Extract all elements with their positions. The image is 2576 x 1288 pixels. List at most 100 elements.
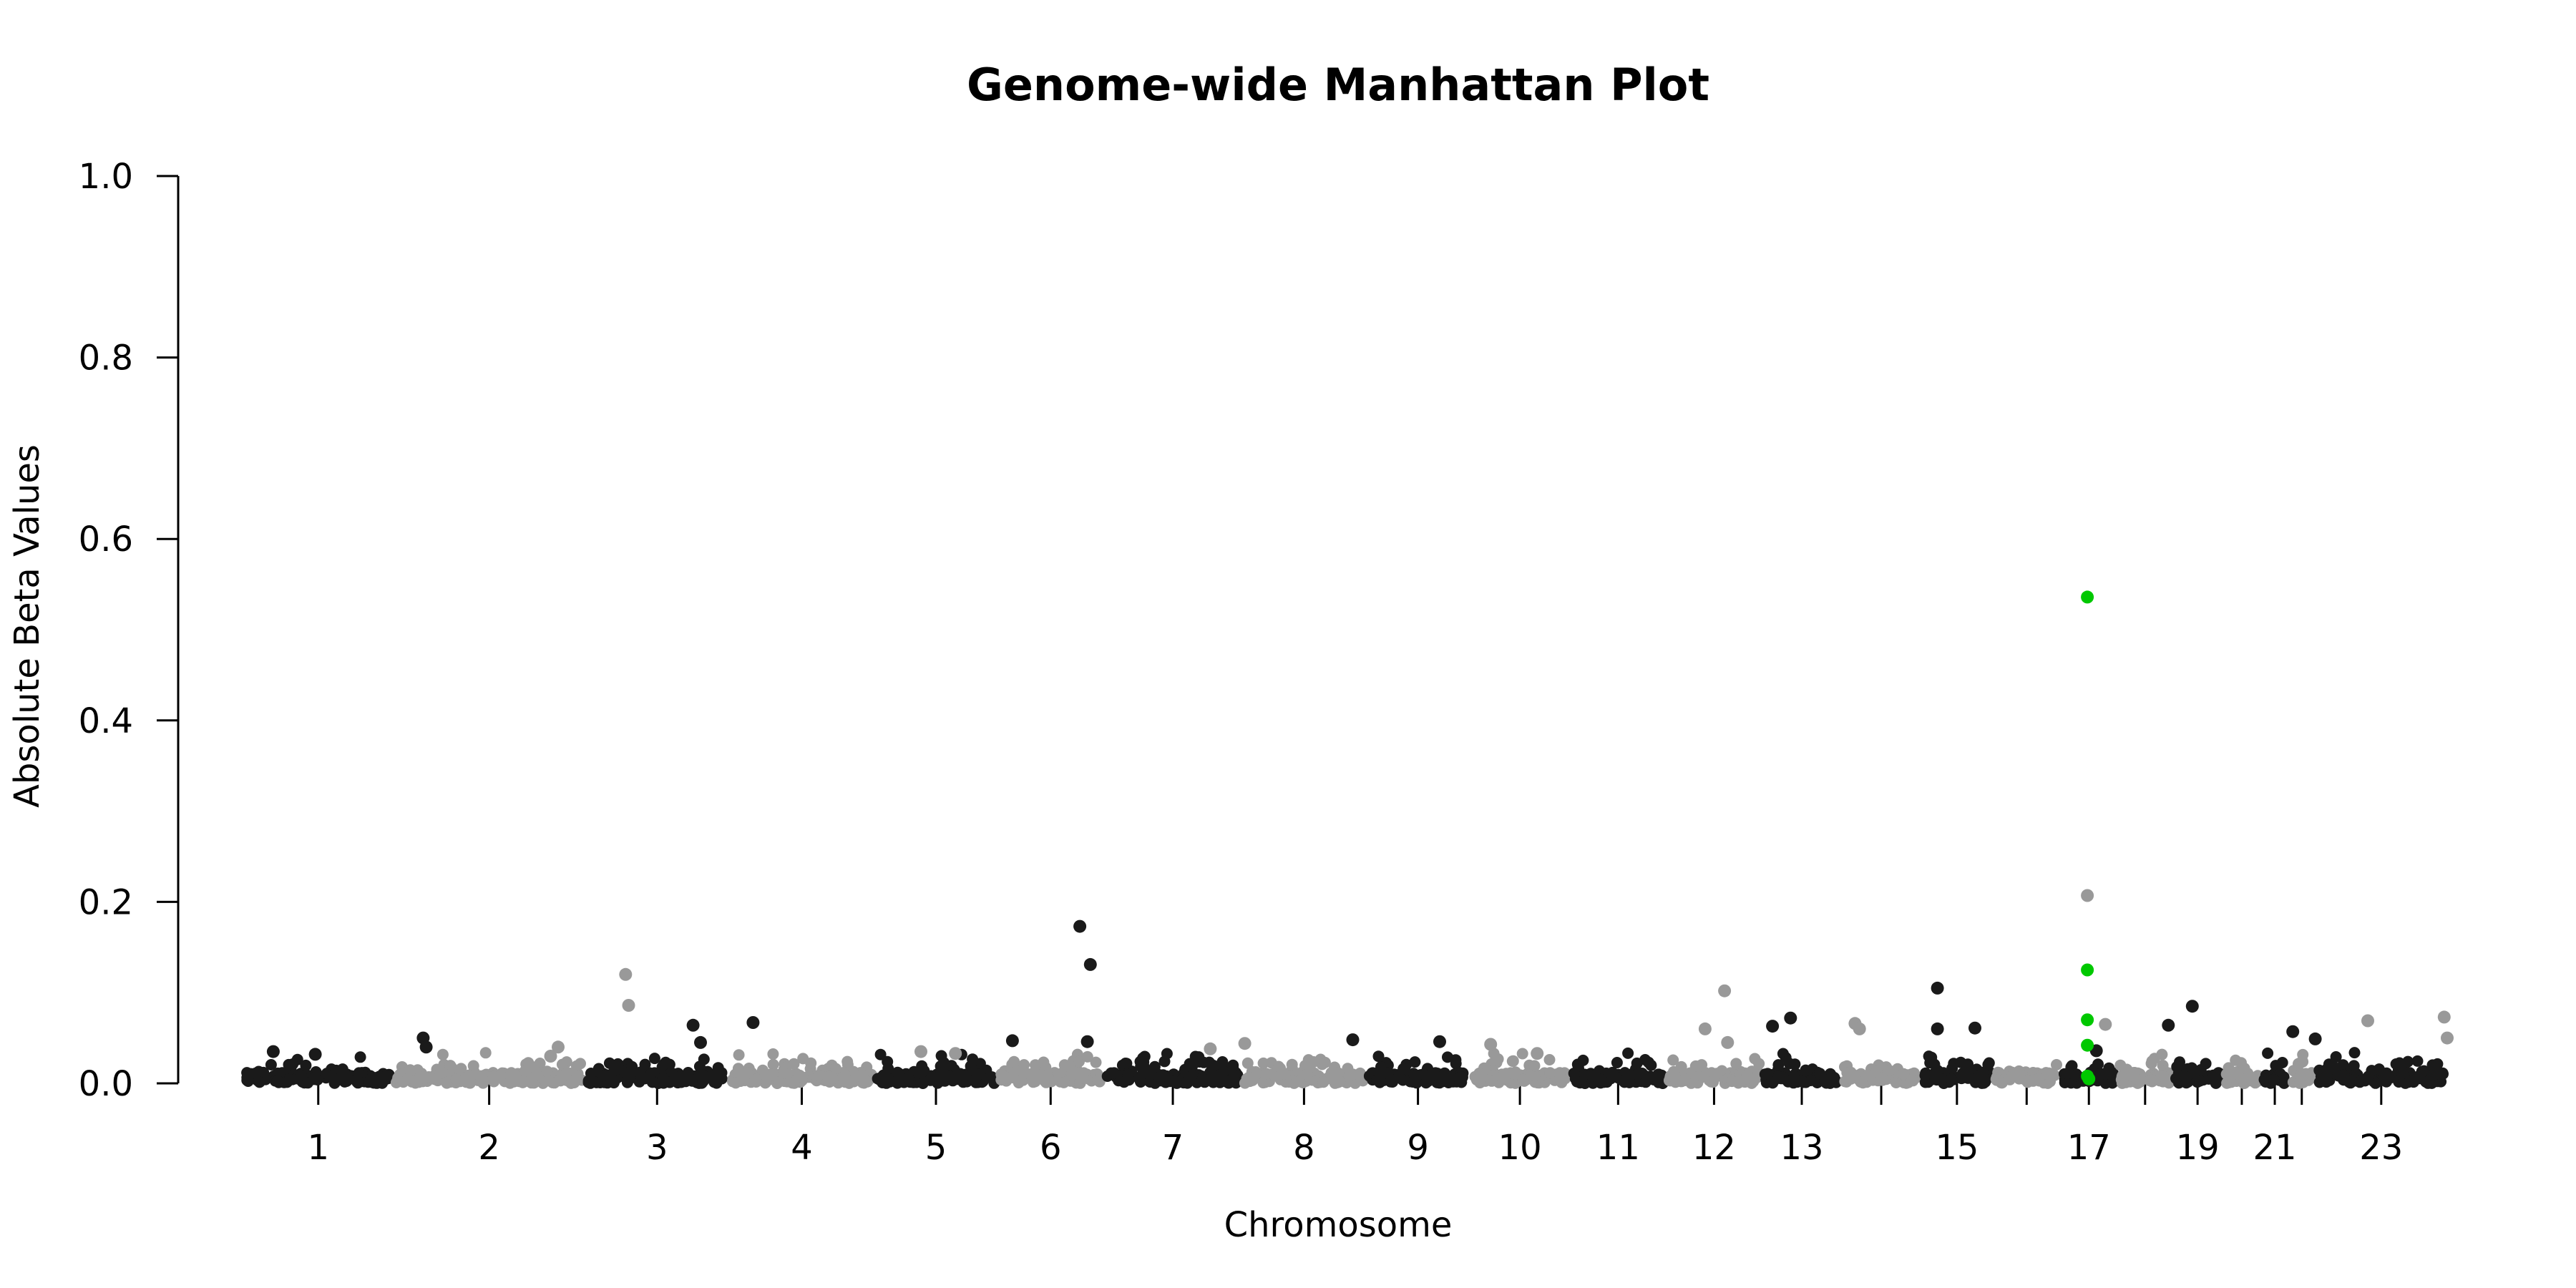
snp-point [1670,1073,1682,1085]
y-axis: 0.0 0.2 0.4 0.6 0.8 1.0 [79,157,180,1104]
x-tick-label: 2 [478,1128,500,1168]
peak-point [1073,919,1087,933]
snp-point [1042,1071,1054,1083]
snp-point [874,1048,887,1060]
snp-point [441,1076,453,1088]
snp-point [1509,1066,1521,1078]
snp-point [1198,1056,1210,1068]
snp-point [1830,1074,1842,1086]
snp-point [2095,1068,2107,1080]
snp-point [812,1069,824,1081]
snp-point [411,1075,423,1087]
snp-point [1907,1075,1919,1087]
snp-point [1485,1075,1498,1087]
peak-point [2361,1014,2374,1028]
snp-point [353,1067,365,1079]
snp-point [2022,1074,2034,1086]
snp-point [1316,1058,1328,1070]
snp-point [841,1055,854,1068]
x-tick-label: 4 [791,1128,813,1168]
snp-point [540,1075,552,1088]
peak-point [914,1045,927,1058]
peak-point [2286,1025,2300,1038]
highlighted-point [2081,1013,2094,1027]
snp-point [1301,1068,1313,1080]
snp-point [1219,1075,1231,1087]
snp-point [1492,1053,1504,1065]
snp-point [1294,1075,1306,1088]
snp-point [2156,1048,2168,1060]
snp-point [1849,1069,1861,1081]
snp-point [767,1058,779,1070]
snp-point [1189,1050,1201,1063]
x-tick-label: 7 [1162,1128,1184,1168]
snp-point [1820,1074,1832,1086]
peak-point [1484,1038,1498,1051]
snp-point [2316,1066,2328,1078]
snp-point [1332,1076,1344,1088]
x-tick-label: 10 [1498,1128,1542,1168]
snp-point [450,1073,462,1085]
snp-point [1375,1075,1387,1087]
snp-point [504,1077,516,1089]
snp-point [1158,1055,1171,1068]
snp-point [1121,1058,1133,1070]
snp-point [308,1071,321,1083]
snp-point [639,1058,651,1070]
snp-point [827,1073,839,1085]
peak-point [2081,889,2094,902]
highlighted-point [2081,1038,2094,1052]
snp-point [773,1076,785,1088]
snp-point [1577,1054,1589,1066]
snp-point [1134,1055,1146,1068]
peak-point [949,1047,962,1060]
snp-point [375,1075,387,1088]
peak-point [1005,1034,1019,1048]
snp-point [1277,1068,1289,1080]
x-tick-label: 3 [646,1128,668,1168]
snp-point [2157,1070,2169,1082]
snp-point [2394,1074,2405,1086]
snp-point [1800,1064,1812,1076]
peak-point [544,1050,557,1063]
snp-point [830,1063,841,1075]
snp-point [965,1060,977,1072]
snp-point [1730,1058,1742,1070]
snp-point [1631,1057,1643,1069]
peak-point [2437,1010,2451,1024]
snp-point [2346,1075,2357,1088]
snp-point [2276,1071,2288,1083]
peak-point [1204,1042,1217,1055]
snp-point [532,1067,544,1079]
snp-point [1077,1072,1089,1084]
peak-point [552,1040,565,1054]
snp-point [766,1068,778,1080]
snp-point [1791,1075,1803,1087]
peak-point [1080,1035,1094,1048]
snp-point [1433,1071,1445,1083]
snp-point [805,1057,817,1069]
snp-point [960,1070,972,1082]
y-tick-label: 0.4 [79,701,133,741]
snp-point [1621,1069,1634,1081]
snp-point [1928,1058,1941,1070]
snp-point [2009,1068,2021,1080]
peak-point [419,1040,433,1054]
snp-point [2207,1069,2219,1081]
snp-point [1553,1067,1566,1079]
snp-point [788,1058,800,1070]
snp-point [2293,1077,2306,1089]
snp-point [1378,1066,1390,1078]
snp-point [1216,1056,1229,1068]
snp-point [1955,1056,1967,1068]
y-tick-label: 0.6 [79,519,133,560]
snp-point [732,1063,744,1075]
snp-point [1543,1054,1556,1065]
snp-point [1726,1075,1738,1088]
snp-point [1332,1067,1345,1079]
snp-point [945,1060,957,1072]
snp-point [1606,1066,1619,1078]
x-axis-label: Chromosome [1224,1205,1453,1245]
snp-point [1019,1067,1031,1079]
